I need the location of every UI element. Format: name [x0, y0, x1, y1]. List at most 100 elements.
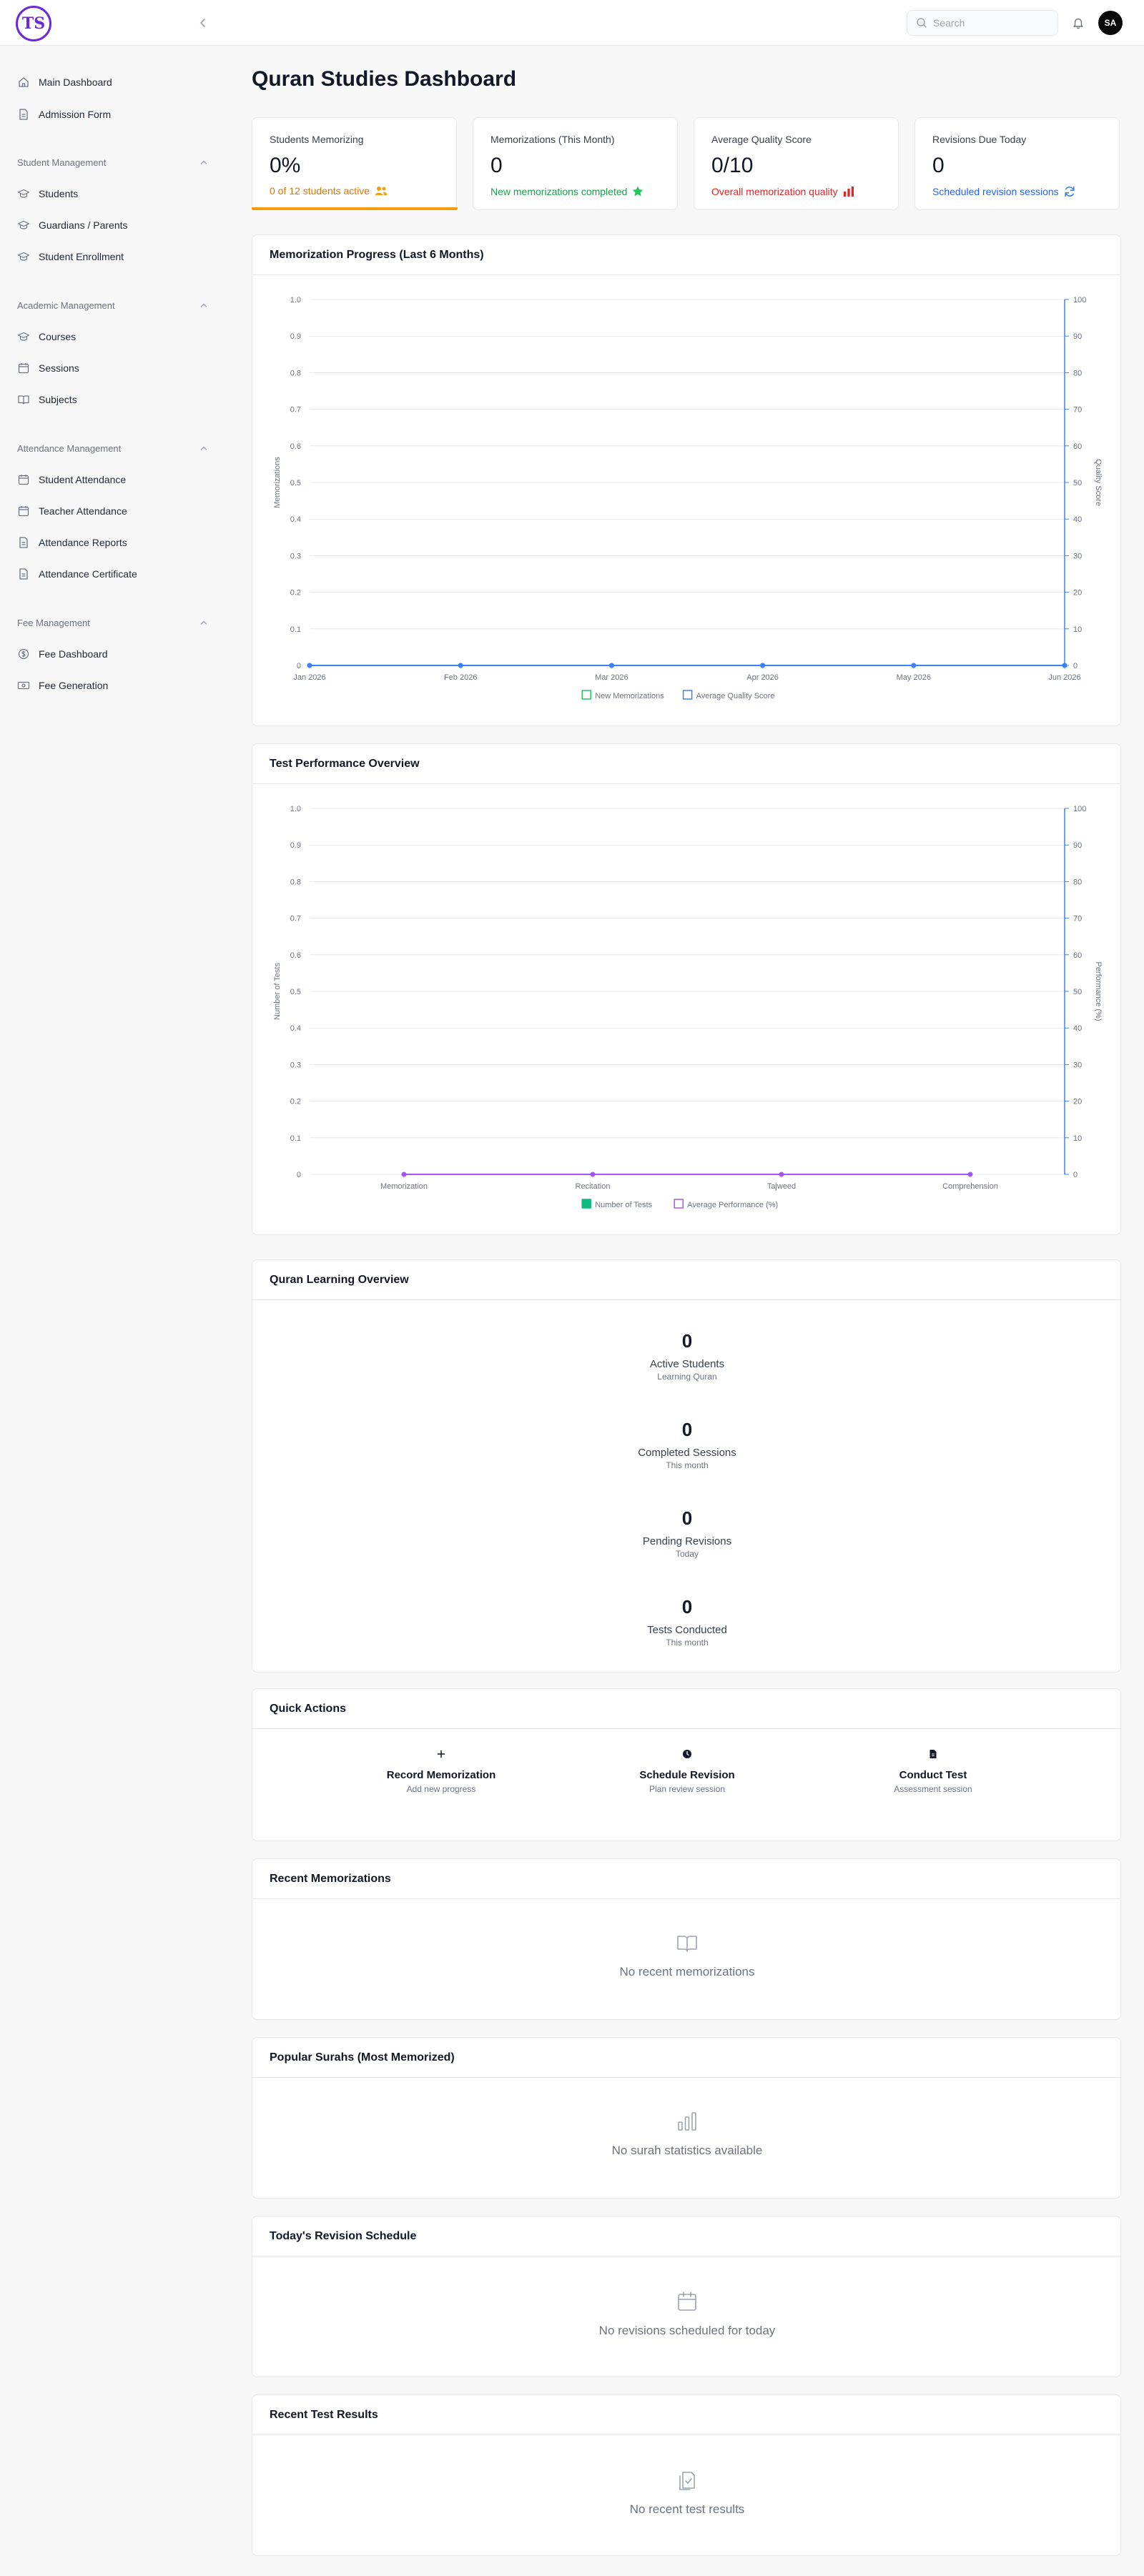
graduation-cap-icon: [17, 252, 30, 261]
sidebar-item-student-attendance[interactable]: Student Attendance: [17, 470, 126, 489]
open-book-icon: [677, 1936, 697, 1952]
panel-title: Recent Memorizations: [252, 1859, 1120, 1899]
x-tick-label: Feb 2026: [444, 673, 477, 682]
overview-sub: Today: [675, 1549, 699, 1559]
y-tick-label: 0.6: [290, 951, 301, 960]
stat-subtext: New memorizations completed: [490, 185, 660, 198]
sidebar-scroll-fade: [0, 703, 229, 725]
sidebar-item-label: Attendance Reports: [39, 537, 127, 548]
sidebar-item-label: Attendance Certificate: [39, 568, 137, 580]
sidebar-item-label: Student Attendance: [39, 474, 127, 485]
y2-tick-label: 20: [1073, 589, 1082, 598]
sidebar-item-fee-dashboard[interactable]: Fee Dashboard: [17, 645, 108, 663]
empty-state: No revisions scheduled for today: [252, 2291, 1122, 2338]
data-point: [779, 1171, 784, 1177]
y-tick-label: 0.7: [290, 915, 301, 923]
sidebar-item-label: Teacher Attendance: [39, 505, 127, 517]
overview-label: Tests Conducted: [647, 1624, 727, 1636]
sidebar-item-label: Student Enrollment: [39, 251, 124, 262]
data-point: [590, 1171, 596, 1177]
y2-tick-label: 100: [1073, 805, 1086, 813]
search-icon: [917, 18, 927, 28]
y2-tick-label: 80: [1073, 369, 1082, 377]
record-memorization-button[interactable]: Record Memorization Add new progress: [334, 1746, 548, 1794]
y2-tick-label: 40: [1073, 515, 1082, 524]
panel-title: Recent Test Results: [252, 2395, 1120, 2435]
test-performance-chart: 0 0.1 0.2 0.3 0.4 0.5 0.6 0.7 0.8 0.9 1.0 0 10 20 30 40…: [273, 805, 1103, 1209]
star-icon: [633, 186, 644, 197]
y-tick-label: 0.5: [290, 988, 301, 996]
sidebar-item-attendance-reports[interactable]: Attendance Reports: [17, 533, 127, 552]
stat-label: Students Memorizing: [270, 134, 364, 145]
section-student-management[interactable]: Student Management: [17, 154, 209, 171]
stat-card-revisions-due[interactable]: Revisions Due Today 0 Scheduled revision…: [914, 117, 1120, 210]
test-performance-panel: Test Performance Overview 0 0.1 0.2 0.3 0.4 0…: [252, 743, 1121, 1235]
file-icon: [930, 1750, 937, 1758]
active-indicator: [252, 207, 458, 210]
stat-card-average-quality[interactable]: Average Quality Score 0/10 Overall memor…: [694, 117, 899, 210]
sidebar-item-attendance-certificate[interactable]: Attendance Certificate: [17, 565, 137, 583]
y2-tick-label: 30: [1073, 1061, 1082, 1069]
user-avatar[interactable]: SA: [1098, 11, 1123, 35]
stat-subtext: Overall memorization quality: [711, 185, 881, 198]
overview-sub: Learning Quran: [657, 1372, 717, 1382]
y-tick-label: 0.3: [290, 552, 301, 560]
y2-tick-label: 0: [1073, 662, 1078, 670]
top-bar: TS SA: [0, 0, 1144, 46]
overview-pending-revisions: 0 Pending Revisions Today: [252, 1507, 1122, 1559]
stat-value: 0%: [270, 154, 301, 177]
legend-label: Average Performance (%): [687, 1201, 778, 1209]
stat-card-students-memorizing[interactable]: Students Memorizing 0% 0 of 12 students …: [252, 117, 458, 210]
section-title: Student Management: [17, 157, 107, 168]
x-tick-label: Apr 2026: [746, 673, 779, 682]
graduation-cap-icon: [17, 189, 30, 198]
memorization-progress-chart: 0 0.1 0.2 0.3 0.4 0.5 0.6 0.7 0.8 0.9 1.0 0 10 20 30 40…: [273, 296, 1103, 700]
y2-tick-label: 70: [1073, 406, 1082, 415]
y2-tick-label: 10: [1073, 1134, 1082, 1143]
schedule-revision-button[interactable]: Schedule Revision Plan review session: [580, 1746, 794, 1794]
overview-active-students: 0 Active Students Learning Quran: [252, 1330, 1122, 1382]
y-tick-label: 0.7: [290, 406, 301, 415]
data-point: [608, 663, 614, 668]
section-academic-management[interactable]: Academic Management: [17, 297, 209, 314]
conduct-test-button[interactable]: Conduct Test Assessment session: [826, 1746, 1040, 1794]
notifications-button[interactable]: [1068, 13, 1088, 33]
stat-value: 0/10: [711, 154, 754, 177]
users-icon: [375, 187, 388, 195]
sidebar-item-label: Main Dashboard: [39, 76, 112, 88]
app-logo[interactable]: TS: [16, 6, 51, 41]
y-tick-label: 0.1: [290, 1134, 301, 1143]
collapse-sidebar-button[interactable]: [193, 13, 213, 33]
y2-tick-label: 100: [1073, 296, 1086, 304]
x-tick-label: Tajweed: [767, 1182, 796, 1191]
sidebar-item-guardians[interactable]: Guardians / Parents: [17, 216, 128, 234]
y2-tick-label: 60: [1073, 442, 1082, 451]
sidebar-item-students[interactable]: Students: [17, 184, 78, 203]
stat-subtext: Scheduled revision sessions: [932, 185, 1102, 198]
sidebar-item-fee-generation[interactable]: Fee Generation: [17, 676, 108, 695]
y2-tick-label: 90: [1073, 332, 1082, 341]
legend-label: New Memorizations: [595, 692, 664, 700]
y-tick-label: 0.2: [290, 1098, 301, 1106]
quick-action-label: Conduct Test: [899, 1769, 967, 1781]
search-input[interactable]: [933, 17, 1040, 29]
sidebar-item-teacher-attendance[interactable]: Teacher Attendance: [17, 502, 127, 520]
y2-axis-label: Quality Score: [1094, 459, 1103, 506]
section-fee-management[interactable]: Fee Management: [17, 614, 209, 631]
panel-title: Today's Revision Schedule: [252, 2216, 1120, 2257]
section-title: Academic Management: [17, 299, 115, 311]
sidebar-item-main-dashboard[interactable]: Main Dashboard: [17, 73, 112, 91]
popular-surahs-panel: Popular Surahs (Most Memorized) No surah…: [252, 2037, 1121, 2199]
quick-action-sub: Assessment session: [894, 1784, 972, 1794]
x-tick-label: Recitation: [576, 1182, 611, 1191]
sidebar-item-sessions[interactable]: Sessions: [17, 359, 79, 377]
recent-memorizations-panel: Recent Memorizations No recent memorizat…: [252, 1858, 1121, 2020]
sidebar-item-courses[interactable]: Courses: [17, 327, 76, 346]
calendar-icon: [18, 506, 29, 517]
graduation-cap-icon: [17, 220, 30, 229]
sidebar-item-subjects[interactable]: Subjects: [17, 390, 77, 409]
stat-card-memorizations-month[interactable]: Memorizations (This Month) 0 New memoriz…: [473, 117, 678, 210]
sidebar-item-admission-form[interactable]: Admission Form: [17, 105, 111, 124]
sidebar-item-student-enrollment[interactable]: Student Enrollment: [17, 247, 124, 266]
section-attendance-management[interactable]: Attendance Management: [17, 440, 209, 457]
